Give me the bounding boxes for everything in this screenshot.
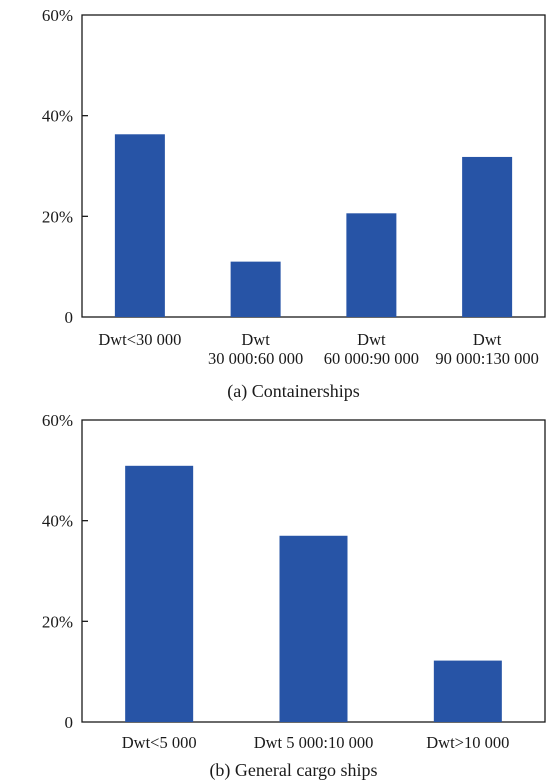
bar (346, 213, 397, 317)
y-tick-label: 60% (42, 6, 73, 25)
chart-panel-a: 0 20% 40% 60% Dwt<30 000 Dwt 30 000:60 000 Dwt 6… (42, 6, 546, 402)
plot-frame (81, 14, 546, 318)
x-category-label: Dwt<5 000 (122, 733, 197, 752)
x-category-label: Dwt 90 000:130 000 (435, 330, 539, 368)
bar (433, 660, 502, 722)
x-category-label: Dwt 30 000:60 000 (208, 330, 303, 368)
bar (279, 535, 348, 722)
x-category-label: Dwt 60 000:90 000 (324, 330, 419, 368)
bar (230, 261, 281, 317)
x-category-label: Dwt<30 000 (98, 330, 181, 349)
chart-panel-b: 0 20% 40% 60% Dwt<5 000 Dwt 5 000:10 000 Dwt>1… (42, 411, 546, 781)
bar (114, 134, 165, 317)
x-category-label: Dwt 5 000:10 000 (254, 733, 374, 752)
panel-caption: (a) Containerships (227, 381, 359, 402)
bar (462, 156, 513, 317)
y-tick-label: 0 (65, 713, 74, 732)
y-tick-label: 40% (42, 512, 73, 531)
y-tick-label: 20% (42, 612, 73, 631)
x-category-label: Dwt>10 000 (426, 733, 509, 752)
panel-caption: (b) General cargo ships (209, 760, 377, 781)
y-tick-label: 60% (42, 411, 73, 430)
y-tick-label: 0 (65, 308, 74, 327)
y-tick-label: 20% (42, 207, 73, 226)
bar (125, 465, 194, 722)
y-tick-label: 40% (42, 107, 73, 126)
